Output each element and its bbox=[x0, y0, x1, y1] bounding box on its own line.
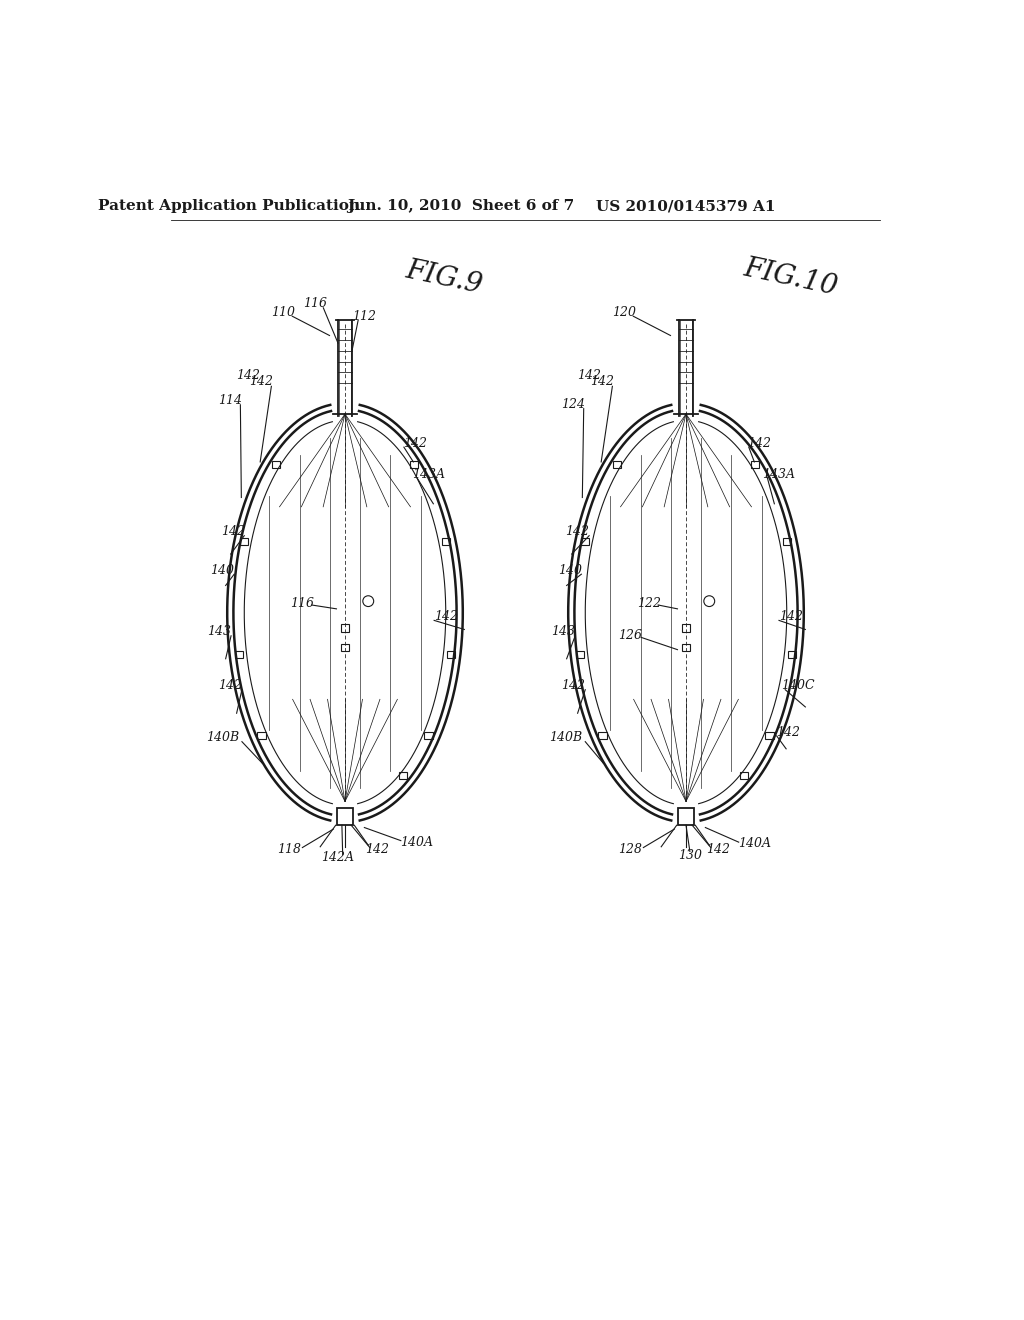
Bar bbox=[787, 651, 796, 659]
Text: 142: 142 bbox=[249, 375, 273, 388]
Text: 130: 130 bbox=[678, 849, 701, 862]
Bar bbox=[751, 461, 760, 467]
Text: 122: 122 bbox=[637, 597, 660, 610]
Text: 142: 142 bbox=[707, 843, 730, 857]
Text: 142: 142 bbox=[366, 843, 389, 857]
Text: Jun. 10, 2010  Sheet 6 of 7: Jun. 10, 2010 Sheet 6 of 7 bbox=[347, 199, 574, 213]
Bar bbox=[337, 808, 352, 825]
Text: FIG.10: FIG.10 bbox=[741, 255, 840, 301]
Text: 140A: 140A bbox=[399, 836, 433, 849]
Text: 140A: 140A bbox=[737, 837, 771, 850]
Bar bbox=[410, 461, 419, 467]
Bar bbox=[682, 644, 690, 651]
Bar bbox=[271, 461, 281, 467]
Text: 140: 140 bbox=[558, 564, 582, 577]
Text: 140B: 140B bbox=[206, 731, 240, 744]
Bar bbox=[575, 651, 585, 659]
Text: 142: 142 bbox=[578, 370, 601, 381]
Text: 142: 142 bbox=[776, 726, 801, 739]
Text: 112: 112 bbox=[352, 310, 377, 323]
Bar bbox=[234, 651, 244, 659]
Text: 124: 124 bbox=[561, 399, 586, 412]
Text: 142: 142 bbox=[748, 437, 772, 450]
Text: 142A: 142A bbox=[321, 851, 353, 865]
Text: 142: 142 bbox=[561, 680, 586, 693]
Text: US 2010/0145379 A1: US 2010/0145379 A1 bbox=[596, 199, 776, 213]
Bar bbox=[424, 733, 433, 739]
Bar bbox=[441, 539, 450, 545]
Circle shape bbox=[703, 595, 715, 607]
Text: 143A: 143A bbox=[763, 467, 796, 480]
Text: 120: 120 bbox=[612, 306, 636, 319]
Bar bbox=[341, 644, 349, 651]
Text: 143: 143 bbox=[552, 626, 575, 639]
Text: 140: 140 bbox=[211, 564, 234, 577]
Text: 142: 142 bbox=[778, 610, 803, 623]
Text: 114: 114 bbox=[218, 395, 243, 408]
Text: 140C: 140C bbox=[781, 680, 815, 693]
Bar bbox=[240, 539, 249, 545]
Circle shape bbox=[362, 595, 374, 607]
Bar bbox=[598, 733, 607, 739]
Text: Patent Application Publication: Patent Application Publication bbox=[97, 199, 359, 213]
Text: 143A: 143A bbox=[413, 467, 445, 480]
Bar bbox=[765, 733, 774, 739]
Text: 110: 110 bbox=[271, 306, 295, 319]
Text: 128: 128 bbox=[618, 843, 642, 857]
Bar bbox=[398, 772, 408, 779]
Text: 142: 142 bbox=[565, 525, 590, 539]
Bar bbox=[682, 624, 690, 632]
Text: 143: 143 bbox=[208, 626, 231, 639]
Bar bbox=[446, 651, 455, 659]
Text: FIG.9: FIG.9 bbox=[403, 256, 485, 300]
Bar bbox=[257, 733, 266, 739]
Text: 142: 142 bbox=[220, 525, 245, 539]
Text: 142: 142 bbox=[402, 437, 427, 450]
Bar bbox=[678, 808, 693, 825]
Text: 142: 142 bbox=[590, 375, 614, 388]
Text: 126: 126 bbox=[618, 630, 642, 643]
Text: 118: 118 bbox=[278, 843, 301, 857]
Bar bbox=[341, 624, 349, 632]
Text: 142: 142 bbox=[434, 610, 458, 623]
Bar bbox=[782, 539, 791, 545]
Text: 142: 142 bbox=[218, 680, 243, 693]
Text: 142: 142 bbox=[237, 370, 260, 381]
Text: 116: 116 bbox=[291, 597, 314, 610]
Text: 116: 116 bbox=[303, 297, 328, 310]
Bar bbox=[739, 772, 749, 779]
Bar bbox=[581, 539, 590, 545]
Text: 140B: 140B bbox=[549, 731, 583, 744]
Bar bbox=[612, 461, 622, 467]
